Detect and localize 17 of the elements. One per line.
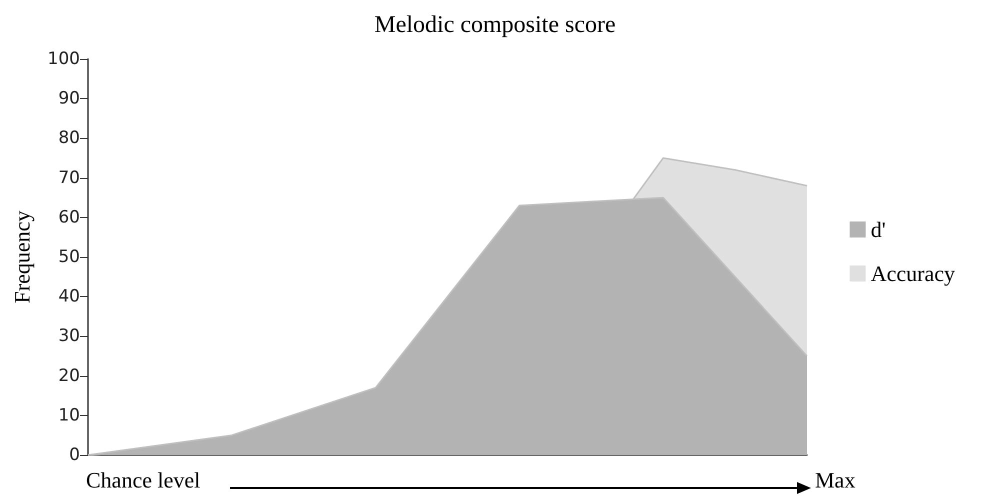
y-tick-label: 10 <box>58 405 80 426</box>
y-tick-label: 20 <box>58 366 80 386</box>
y-tick-label: 40 <box>58 286 80 307</box>
y-tick-label: 80 <box>58 128 80 148</box>
y-tick-label: 60 <box>58 207 80 228</box>
y-tick-label: 100 <box>48 49 80 69</box>
chart-title: Melodic composite score <box>374 12 616 38</box>
y-tick-label: 30 <box>58 326 80 346</box>
y-axis-title: Frequency <box>10 210 34 304</box>
y-tick-label: 0 <box>69 445 80 465</box>
text: Chance level <box>86 468 200 492</box>
legend-label: d' <box>870 217 886 242</box>
y-tick-label: 90 <box>58 88 80 109</box>
y-tick-label: 70 <box>58 168 80 188</box>
legend-label: Accuracy <box>870 261 956 286</box>
y-tick-label: 50 <box>58 247 80 267</box>
text: Max <box>815 468 856 492</box>
